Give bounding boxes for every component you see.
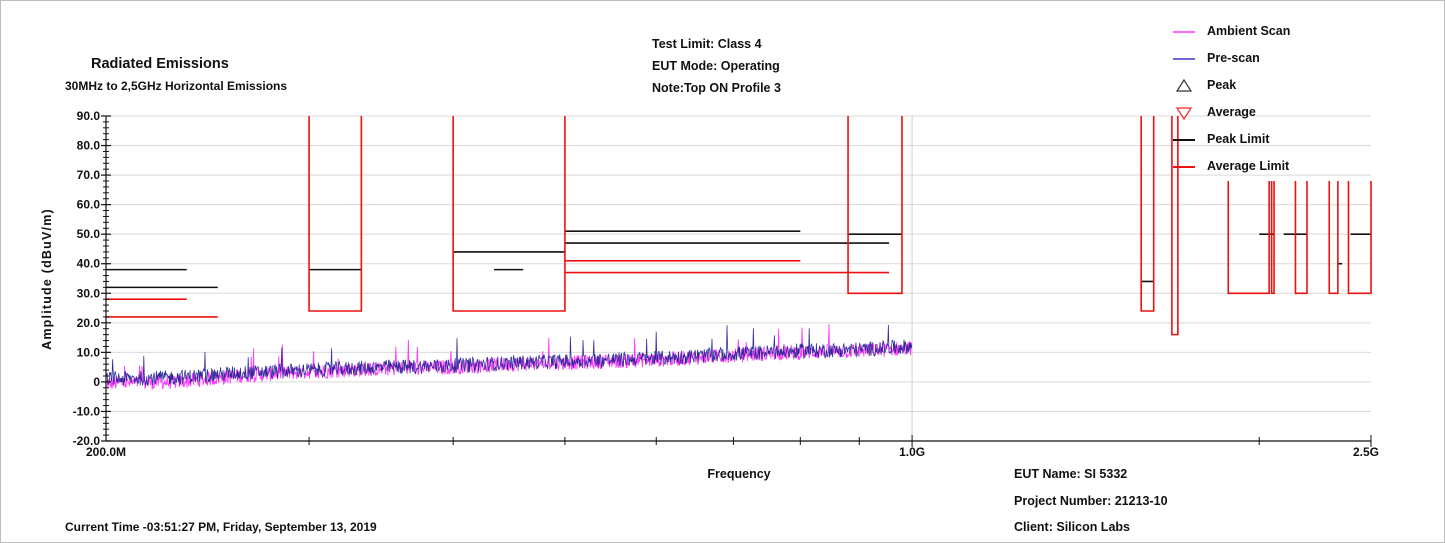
legend-label: Peak <box>1207 78 1237 92</box>
average-limit-band <box>452 116 566 312</box>
legend-label: Average <box>1207 105 1256 119</box>
line-icon <box>1173 31 1195 33</box>
average-limit-band <box>1270 181 1275 295</box>
chart-title: Radiated Emissions <box>91 56 229 72</box>
average-limit-band <box>1294 181 1308 295</box>
x-axis-tick-labels: 200.0M 1.0G 2.5G <box>86 445 1379 459</box>
scan-traces <box>105 324 913 390</box>
average-limit-band <box>1328 181 1339 295</box>
legend-triangle <box>1175 78 1193 92</box>
current-time: Current Time -03:51:27 PM, Friday, Septe… <box>65 520 377 534</box>
y-tick-label: 30.0 <box>77 286 101 300</box>
project-number: Project Number: 21213-10 <box>1014 494 1168 508</box>
line-icon <box>1173 58 1195 60</box>
axes <box>101 115 1371 442</box>
y-tick-label: -20.0 <box>73 434 101 448</box>
y-tick-label: 80.0 <box>77 139 101 153</box>
x-tick-label: 2.5G <box>1353 445 1379 459</box>
line-icon <box>1173 139 1195 141</box>
client: Client: Silicon Labs <box>1014 520 1130 534</box>
line-icon <box>1173 166 1195 168</box>
legend-label: Ambient Scan <box>1207 24 1291 38</box>
legend-label: Peak Limit <box>1207 132 1270 146</box>
eut-name: EUT Name: SI 5332 <box>1014 467 1128 481</box>
y-axis-title: Amplitude (dBuV/m) <box>40 208 54 350</box>
legend-label: Pre-scan <box>1207 51 1260 65</box>
y-tick-label: 90.0 <box>77 109 101 123</box>
y-tick-label: 50.0 <box>77 227 101 241</box>
pre-scan-trace <box>105 324 913 387</box>
y-tick-label: 70.0 <box>77 168 101 182</box>
x-axis-title: Frequency <box>707 467 770 481</box>
legend-triangle <box>1175 107 1193 121</box>
average-limit-band <box>1171 116 1179 336</box>
y-tick-label: -10.0 <box>73 404 101 418</box>
header-note-limit: Test Limit: Class 4 <box>652 37 762 51</box>
triangle-up-icon <box>1175 78 1193 92</box>
y-axis-tick-labels: 90.0 80.0 70.0 60.0 50.0 40.0 30.0 20.0 10.0 0 -10… <box>73 109 101 448</box>
legend-label: Average Limit <box>1207 159 1290 173</box>
average-limit-band <box>1227 181 1270 295</box>
average-limit-band <box>847 116 903 295</box>
y-tick-label: 60.0 <box>77 198 101 212</box>
y-tick-label: 10.0 <box>77 345 101 359</box>
y-tick-label: 40.0 <box>77 257 101 271</box>
ambient-scan-trace <box>105 324 913 390</box>
chart-subtitle: 30MHz to 2,5GHz Horizontal Emissions <box>65 79 288 93</box>
limit-lines <box>106 116 1372 336</box>
x-tick-label: 1.0G <box>899 445 925 459</box>
y-tick-label: 20.0 <box>77 316 101 330</box>
x-tick-label: 200.0M <box>86 445 126 459</box>
y-tick-label: 0 <box>93 375 100 389</box>
average-limit-band <box>308 116 363 312</box>
header-note-eut-mode: EUT Mode: Operating <box>652 59 780 73</box>
average-limit-band <box>1347 181 1372 295</box>
header-note-profile: Note:Top ON Profile 3 <box>652 81 781 95</box>
triangle-down-icon <box>1175 107 1193 121</box>
average-limit-band <box>1140 116 1155 312</box>
